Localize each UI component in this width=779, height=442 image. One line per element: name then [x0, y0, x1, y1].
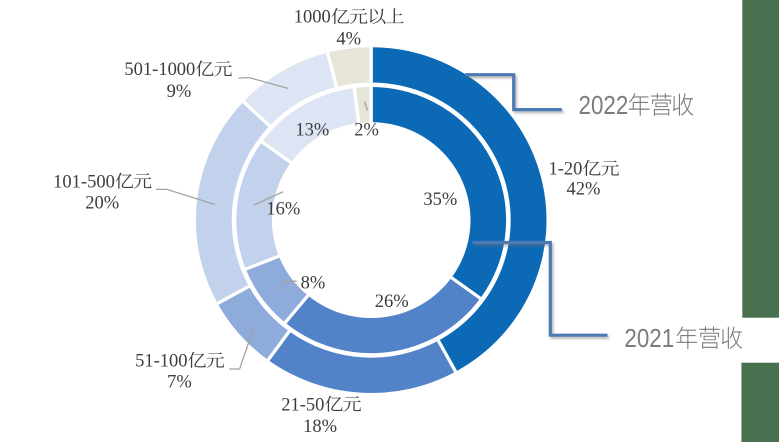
- svg-text:20%: 20%: [85, 194, 119, 214]
- svg-text:7%: 7%: [167, 372, 192, 392]
- svg-text:2022: 2022: [579, 91, 629, 120]
- svg-text:35%: 35%: [423, 190, 457, 210]
- svg-text:16%: 16%: [266, 200, 300, 220]
- svg-text:42%: 42%: [566, 180, 600, 200]
- svg-text:18%: 18%: [303, 417, 337, 437]
- svg-text:8%: 8%: [301, 273, 326, 293]
- svg-text:4%: 4%: [336, 30, 361, 50]
- svg-text:51-100: 51-100: [135, 352, 187, 372]
- svg-text:2%: 2%: [354, 121, 379, 141]
- svg-text:2021: 2021: [624, 325, 674, 354]
- svg-text:501-1000: 501-1000: [124, 60, 195, 80]
- svg-text:26%: 26%: [375, 292, 409, 312]
- svg-text:101-500: 101-500: [53, 172, 115, 192]
- svg-text:13%: 13%: [295, 121, 329, 141]
- svg-text:1-20: 1-20: [548, 160, 582, 180]
- svg-text:9%: 9%: [167, 82, 192, 102]
- svg-text:21-50: 21-50: [281, 395, 324, 415]
- svg-text:1000: 1000: [294, 8, 331, 28]
